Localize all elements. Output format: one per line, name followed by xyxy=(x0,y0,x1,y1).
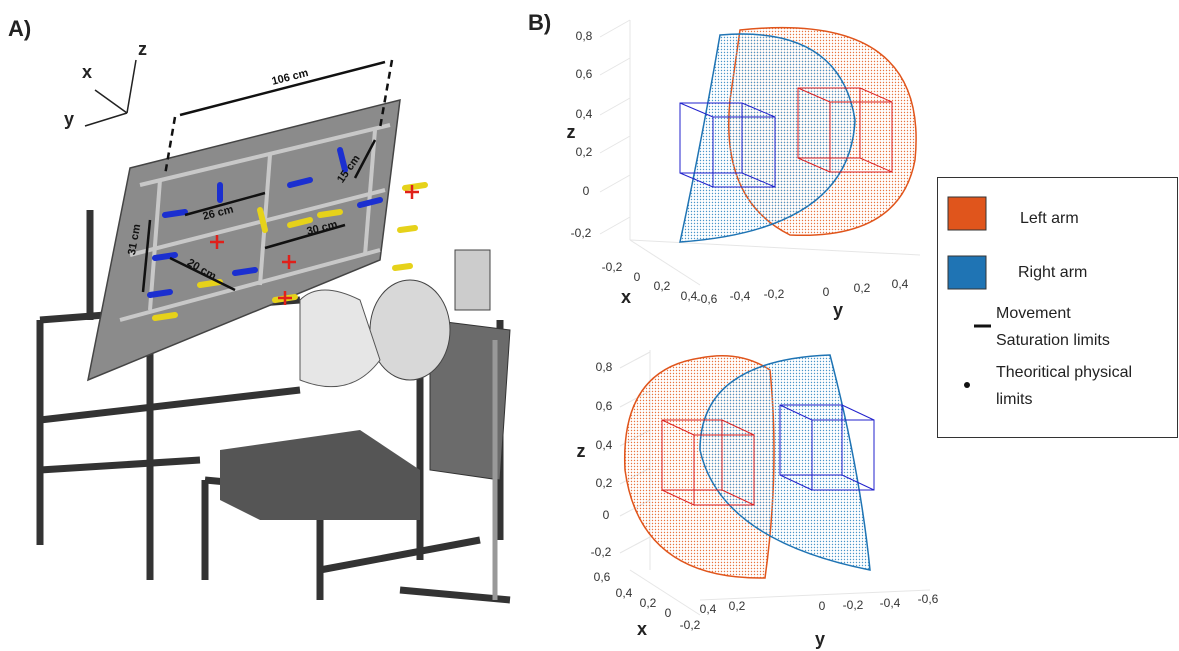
legend-label: Right arm xyxy=(1018,264,1087,281)
rig: 106 cm 15 cm 26 cm 30 cm 31 cm 20 cm xyxy=(40,60,510,600)
figure: A) z x y xyxy=(0,0,1179,651)
y-tick-label: -0,2 xyxy=(764,287,785,301)
z-tick-label: -0,2 xyxy=(571,226,592,240)
y-tick-label: 0,4 xyxy=(700,602,717,616)
axis-z: z xyxy=(138,39,147,59)
z-tick-label: 0,6 xyxy=(576,67,593,81)
z-tick-label: 0 xyxy=(603,508,610,522)
y-tick-label: -0,6 xyxy=(697,292,718,306)
y-tick-label: 0 xyxy=(823,285,830,299)
z-tick-label: -0,2 xyxy=(591,545,612,559)
x-tick-label: -0,2 xyxy=(680,618,701,632)
y-tick-label: 0,2 xyxy=(854,281,871,295)
x-tick-label: 0,6 xyxy=(594,570,611,584)
z-tick-label: 0,8 xyxy=(596,360,613,374)
plot-3d: 0,8 0,6 0,4 0,2 0 -0,2 z 0,6 0,4 0,2 0 -… xyxy=(577,350,939,649)
z-tick-label: 0,6 xyxy=(596,399,613,413)
legend-label: Saturation limits xyxy=(996,332,1110,349)
legend-dot xyxy=(964,382,970,388)
plot-3d: 0,8 0,6 0,4 0,2 0 -0,2 z -0,2 0 0,2 0,4 … xyxy=(567,20,921,320)
legend: Left arm Right arm Movement Saturation l… xyxy=(938,178,1178,438)
x-tick-label: 0,4 xyxy=(616,586,633,600)
y-tick-label: 0,4 xyxy=(892,277,909,291)
y-tick-label: -0,2 xyxy=(843,598,864,612)
y-tick-label: -0,4 xyxy=(880,596,901,610)
dimension-label: 106 cm xyxy=(271,67,310,88)
legend-swatch xyxy=(948,197,986,230)
panel-label: A) xyxy=(8,16,31,41)
legend-label: limits xyxy=(996,391,1032,408)
x-tick-label: 0,2 xyxy=(640,596,657,610)
z-axis-label: z xyxy=(567,122,576,142)
y-axis-label: y xyxy=(815,629,825,649)
panel-label: B) xyxy=(528,10,551,35)
x-axis-label: x xyxy=(621,287,631,307)
x-axis-label: x xyxy=(637,619,647,639)
z-tick-label: 0,2 xyxy=(576,145,593,159)
x-tick-label: 0,4 xyxy=(681,289,698,303)
y-tick-label: -0,6 xyxy=(918,592,939,606)
y-tick-label: 0,2 xyxy=(729,599,746,613)
x-tick-label: -0,2 xyxy=(602,260,623,274)
coordinate-axes xyxy=(85,60,136,126)
x-tick-label: 0 xyxy=(665,606,672,620)
z-tick-label: 0,4 xyxy=(596,438,613,452)
z-tick-label: 0 xyxy=(583,184,590,198)
axis-x: x xyxy=(82,62,92,82)
z-tick-label: 0,4 xyxy=(576,107,593,121)
y-tick-label: 0 xyxy=(819,599,826,613)
x-tick-label: 0 xyxy=(634,270,641,284)
legend-label: Left arm xyxy=(1020,210,1079,227)
legend-swatch xyxy=(948,256,986,289)
legend-label: Movement xyxy=(996,305,1071,322)
y-axis-label: y xyxy=(833,300,843,320)
z-tick-label: 0,2 xyxy=(596,476,613,490)
z-tick-label: 0,8 xyxy=(576,29,593,43)
axis-y: y xyxy=(64,109,74,129)
x-tick-label: 0,2 xyxy=(654,279,671,293)
z-axis-label: z xyxy=(577,441,586,461)
legend-label: Theoritical physical xyxy=(996,364,1132,381)
y-tick-label: -0,4 xyxy=(730,289,751,303)
